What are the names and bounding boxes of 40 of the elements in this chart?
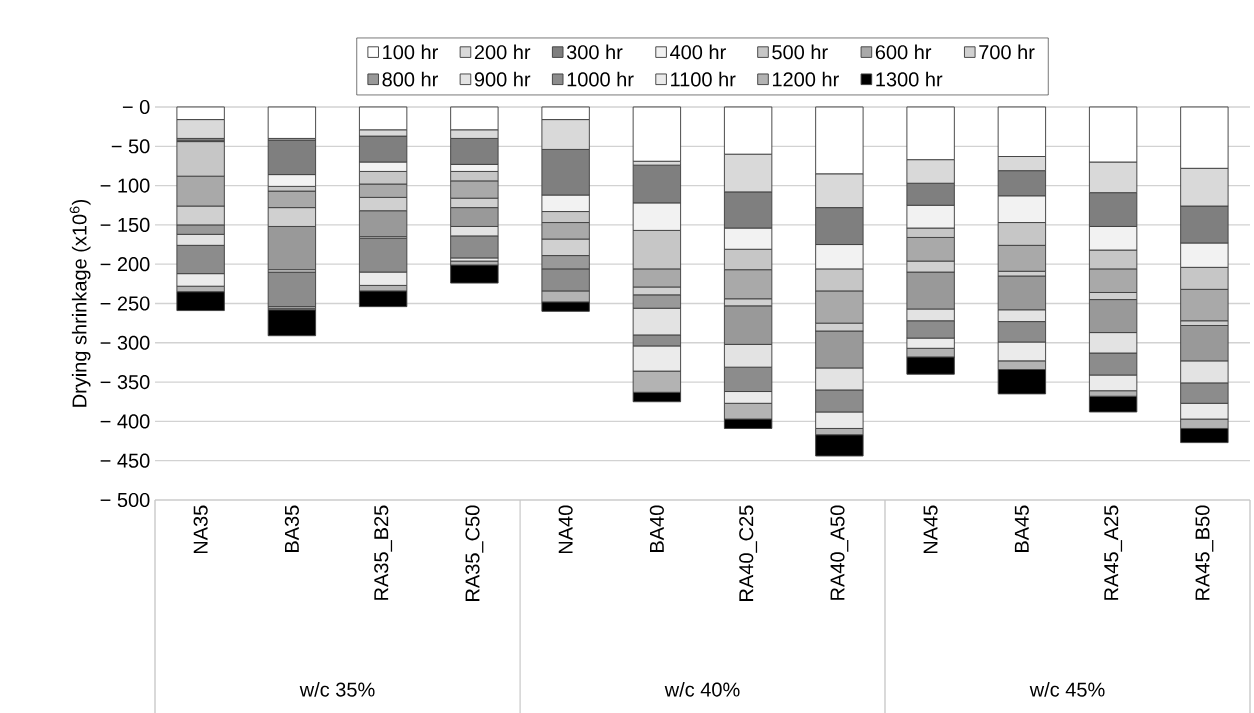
y-tick-label: − 500 [100, 492, 150, 508]
y-tick-label: − 50 [111, 139, 150, 154]
legend-label: 200 hr [474, 44, 531, 60]
x-tick-label: RA45_A25 [1104, 505, 1123, 600]
legend-label: 700 hr [979, 44, 1035, 60]
x-tick-label: BA35 [284, 505, 299, 552]
legend-label: 1300 hr [876, 71, 943, 87]
y-tick-label: − 0 [122, 99, 150, 115]
y-tick-label: − 450 [100, 453, 150, 468]
x-tick-label: RA40_A50 [830, 505, 849, 600]
text: w/c 35% [299, 681, 375, 697]
legend-label: 1000 hr [567, 71, 634, 87]
legend-label: 300 hr [566, 44, 623, 60]
x-tick-label: BA45 [1014, 505, 1029, 552]
x-tick-label: RA40_C25 [739, 505, 758, 601]
x-tick-label: RA45_B50 [1195, 505, 1214, 600]
y-tick-label: − 250 [100, 296, 150, 311]
legend-label: 100 hr [383, 44, 438, 60]
y-tick-label: − 400 [100, 414, 150, 429]
y-tick-label: − 200 [100, 257, 150, 272]
x-tick-label: RA35_B25 [374, 505, 393, 600]
y-tick-label: − 100 [100, 178, 150, 193]
x-tick-label: NA40 [558, 505, 573, 554]
legend-label: 600 hr [875, 44, 932, 60]
text: w/c 40% [664, 681, 740, 697]
legend-label: 500 hr [772, 44, 828, 60]
y-tick-label: − 350 [100, 375, 150, 390]
x-tick-label: BA40 [649, 505, 664, 552]
legend-label: 800 hr [382, 71, 438, 87]
x-tick-label: NA35 [193, 505, 208, 554]
text: w/c 45% [1029, 681, 1105, 697]
x-tick-label: NA45 [923, 505, 938, 554]
legend-label: 400 hr [670, 44, 726, 60]
legend-label: 1200 hr [772, 71, 839, 87]
y-axis-title: Drying shrinkage (x10$^{6}$) [69, 199, 91, 407]
y-tick-label: − 300 [100, 335, 150, 350]
y-tick-label: − 150 [100, 217, 150, 232]
x-tick-label: RA35_C50 [465, 505, 484, 601]
legend-label: 1100 hr [671, 71, 736, 87]
legend-label: 900 hr [474, 71, 531, 87]
